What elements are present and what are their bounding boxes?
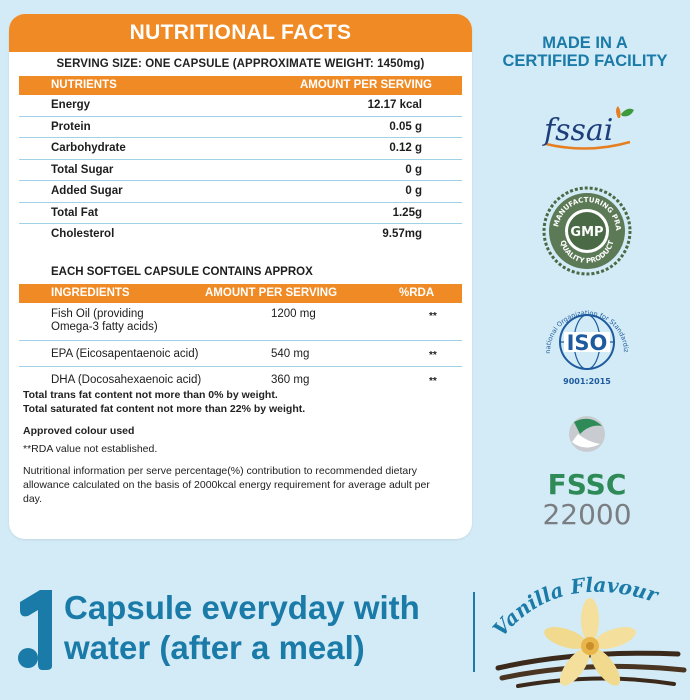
- ingredients-title: EACH SOFTGEL CAPSULE CONTAINS APPROX: [51, 265, 313, 278]
- nutrients-header: NUTRIENTS AMOUNT PER SERVING: [19, 76, 462, 95]
- nutrition-card: NUTRITIONAL FACTS SERVING SIZE: ONE CAPS…: [9, 14, 472, 539]
- ingredients-header: INGREDIENTS AMOUNT PER SERVING %RDA: [19, 283, 462, 303]
- fssc-logo-icon: FSSC 22000: [542, 416, 632, 531]
- info-note-3: day.: [23, 493, 43, 505]
- ingredient-name: DHA (Docosahexaenoic acid): [51, 373, 202, 386]
- nutrient-value: 9.57mg: [382, 228, 422, 240]
- ingredient-rda: **: [429, 310, 437, 322]
- ingredient-amount: 1200 mg: [271, 307, 316, 320]
- table-row: EPA (Eicosapentaenoic acid) 540 mg **: [19, 341, 462, 367]
- number-one-icon: 1: [14, 588, 52, 670]
- nutrient-name: Carbohydrate: [51, 142, 126, 154]
- title-line2: CERTIFIED FACILITY: [502, 52, 668, 70]
- gmp-text: GMP: [570, 225, 603, 240]
- notes: Total trans fat content not more than 0%…: [23, 388, 453, 506]
- nutrient-value: 0 g: [405, 185, 422, 197]
- serving-size: SERVING SIZE: ONE CAPSULE (APPROXIMATE W…: [56, 58, 425, 70]
- iso-text: ISO: [567, 331, 608, 355]
- usage-number: 1: [14, 588, 15, 589]
- info-note-1: Nutritional information per serve percen…: [23, 465, 417, 477]
- ingredient-rda: **: [429, 349, 437, 361]
- nutrient-name: Total Sugar: [51, 163, 114, 176]
- nutrient-name: Total Fat: [51, 206, 99, 219]
- table-row: Cholesterol 9.57mg: [19, 224, 462, 246]
- fssai-text: fssai: [542, 113, 613, 148]
- nutrient-name: Energy: [51, 99, 90, 111]
- nutrients-header-label: NUTRIENTS: [51, 79, 117, 91]
- ingredients-amount-header: AMOUNT PER SERVING: [205, 286, 338, 299]
- ingredients-header-label: INGREDIENTS: [51, 286, 130, 299]
- saturated-fat-note: Total saturated fat content not more tha…: [23, 403, 306, 415]
- ingredient-amount: 360 mg: [271, 373, 310, 386]
- nutrient-value: 12.17 kcal: [367, 99, 422, 111]
- trans-fat-note: Total trans fat content not more than 0%…: [23, 389, 278, 401]
- fssai-logo-icon: fssai: [542, 106, 634, 150]
- fssc-text: FSSC: [548, 468, 627, 501]
- info-note-2: allowance calculated on the basis of 200…: [23, 479, 430, 491]
- usage-line1: Capsule everyday with: [64, 589, 420, 626]
- table-row: Added Sugar 0 g: [19, 181, 462, 203]
- nutrition-title: NUTRITIONAL FACTS: [9, 14, 472, 52]
- nutrients-table: Energy 12.17 kcal Protein 0.05 g Carbohy…: [19, 95, 462, 246]
- amount-header-label: AMOUNT PER SERVING: [299, 79, 432, 91]
- table-row: Protein 0.05 g: [19, 117, 462, 138]
- ingredient-amount: 540 mg: [271, 347, 310, 360]
- table-row: Carbohydrate 0.12 g: [19, 138, 462, 160]
- table-row: Energy 12.17 kcal: [19, 95, 462, 117]
- ingredient-rda: **: [429, 375, 437, 387]
- nutrient-name: Protein: [51, 120, 91, 133]
- nutrient-name: Cholesterol: [51, 228, 115, 240]
- table-row: Total Fat 1.25g: [19, 203, 462, 224]
- certifications: MADE IN A CERTIFIED FACILITY fssai GOOD …: [480, 0, 690, 560]
- divider: [473, 592, 475, 672]
- svg-text:Vanilla Flavour: Vanilla Flavour: [488, 573, 662, 641]
- nutrient-value: 0.12 g: [389, 142, 422, 154]
- iso-number: 9001:2015: [563, 377, 611, 386]
- ingredient-name-line1: Fish Oil (providing: [51, 307, 144, 320]
- ingredient-name: EPA (Eicosapentaenoic acid): [51, 347, 199, 360]
- gmp-logo-icon: GOOD MANUFACTURING PRACTICE QUALITY PROD…: [542, 186, 632, 276]
- fssc-number: 22000: [542, 498, 631, 531]
- nutrient-name: Added Sugar: [51, 185, 123, 197]
- flavour-text: Vanilla Flavour: [488, 573, 662, 641]
- colour-note: Approved colour used: [23, 425, 135, 437]
- ingredient-name-line2: Omega-3 fatty acids): [51, 320, 158, 333]
- nutrient-value: 0.05 g: [389, 120, 422, 133]
- nutrient-value: 0 g: [405, 163, 422, 176]
- vanilla-flower-icon: Vanilla Flavour: [488, 573, 687, 688]
- rda-note: **RDA value not established.: [23, 443, 158, 455]
- iso-logo-icon: International Organization for Standardi…: [538, 300, 630, 386]
- table-row: Total Sugar 0 g: [19, 160, 462, 181]
- usage-instructions: Capsule everyday with water (after a mea…: [64, 588, 464, 668]
- title-line1: MADE IN A: [542, 34, 628, 52]
- certified-facility-title: MADE IN A CERTIFIED FACILITY: [480, 34, 690, 70]
- table-row: DHA (Docosahexaenoic acid) 360 mg **: [19, 367, 462, 393]
- usage-line2: water (after a meal): [64, 629, 365, 666]
- rda-header: %RDA: [399, 286, 435, 299]
- table-row: Fish Oil (providing Omega-3 fatty acids)…: [19, 303, 462, 341]
- nutrient-value: 1.25g: [392, 206, 422, 219]
